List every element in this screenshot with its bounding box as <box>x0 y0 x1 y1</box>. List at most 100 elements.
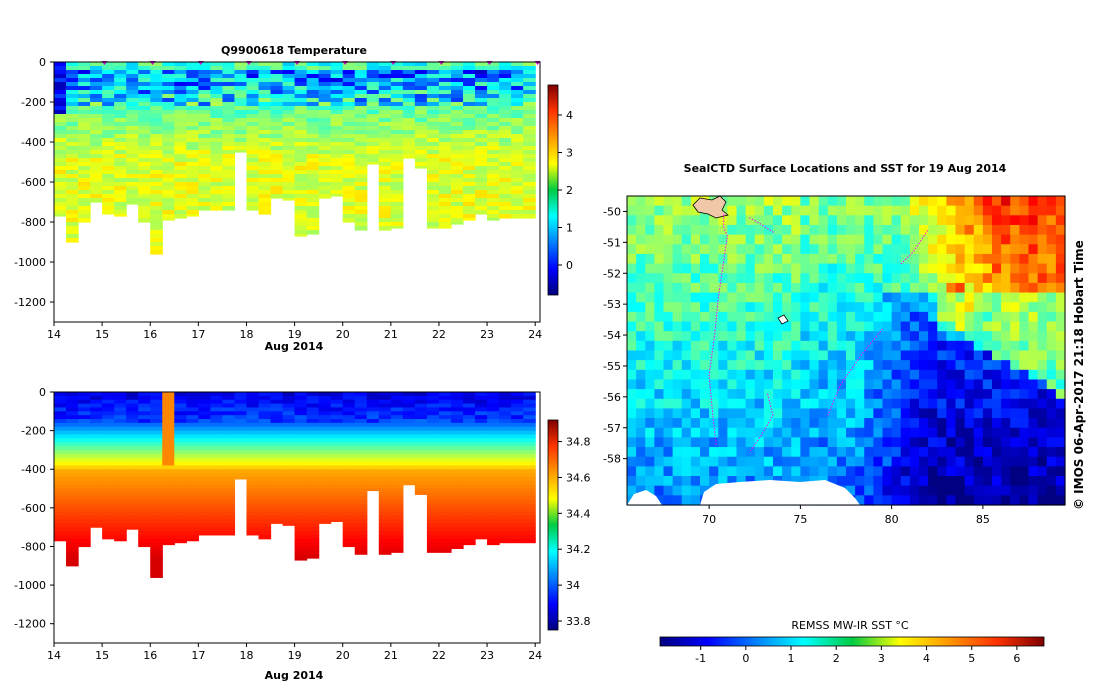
colorbar-tick-label: 0 <box>742 652 749 665</box>
temperature-cell <box>222 94 236 99</box>
temperature-cell <box>414 74 428 79</box>
salinity-cell <box>463 438 476 443</box>
salinity-cell <box>162 492 175 497</box>
temperature-cell <box>366 66 380 71</box>
temperature-cell <box>282 170 296 175</box>
salinity-cell <box>450 449 464 455</box>
sst-cell <box>754 196 765 207</box>
sst-cell <box>709 398 719 410</box>
sst-cell <box>1001 389 1011 400</box>
temperature-cell <box>523 182 536 187</box>
salinity-cell <box>270 465 284 470</box>
temperature-cell <box>222 86 236 91</box>
temperature-cell <box>234 74 248 79</box>
temperature-cell <box>511 214 524 219</box>
salinity-cell <box>390 492 404 497</box>
temperature-cell <box>499 210 512 215</box>
temperature-cell <box>174 90 187 95</box>
salinity-cell <box>66 395 79 401</box>
salinity-cell <box>66 534 79 540</box>
salinity-cell <box>114 457 127 463</box>
salinity-cell <box>222 523 236 528</box>
sst-cell <box>846 273 856 284</box>
salinity-cell <box>210 457 224 463</box>
salinity-cell <box>414 411 428 416</box>
salinity-cell <box>306 554 320 559</box>
sst-cell <box>736 234 747 245</box>
temperature-cell <box>222 134 236 139</box>
sst-cell <box>818 340 829 352</box>
sst-cell <box>745 408 756 419</box>
sst-cell <box>763 273 774 284</box>
temperature-cell <box>438 150 452 155</box>
temperature-cell <box>282 102 296 107</box>
salinity-cell <box>330 407 344 412</box>
salinity-cell <box>246 515 260 521</box>
sst-cell <box>937 205 947 216</box>
sst-cell <box>700 350 710 361</box>
salinity-cell <box>54 415 67 420</box>
sst-cell <box>690 350 701 361</box>
temperature-cell <box>318 142 332 147</box>
sst-cell <box>718 350 728 361</box>
sst-cell <box>800 282 811 294</box>
temperature-cell <box>499 190 512 195</box>
salinity-cell <box>426 519 440 524</box>
temperature-cell <box>487 78 500 83</box>
temperature-cell <box>390 134 404 139</box>
salinity-cell <box>414 403 428 409</box>
temperature-cell <box>258 114 272 119</box>
salinity-cell <box>438 446 452 451</box>
sst-cell <box>937 311 947 323</box>
temperature-cell <box>306 226 320 231</box>
salinity-cell <box>90 395 103 401</box>
salinity-cell <box>294 399 308 405</box>
temperature-cell <box>378 78 392 83</box>
temperature-cell <box>475 198 488 203</box>
sst-cell <box>909 205 920 216</box>
sst-cell <box>909 215 920 226</box>
salinity-cell <box>523 446 536 451</box>
temperature-cell <box>246 106 260 111</box>
temperature-cell <box>306 194 320 199</box>
temperature-cell <box>511 158 524 163</box>
salinity-cell <box>138 411 151 416</box>
sst-cell <box>928 360 938 371</box>
sst-cell <box>690 418 701 429</box>
temperature-cell <box>174 158 187 163</box>
salinity-cell <box>330 395 344 401</box>
temperature-cell <box>150 218 163 223</box>
sst-cell <box>827 379 838 390</box>
temperature-cell <box>270 146 284 151</box>
sst-cell <box>782 456 792 467</box>
sst-cell <box>727 340 738 352</box>
temperature-cell <box>174 198 187 203</box>
sst-cell <box>736 369 747 381</box>
sst-cell <box>681 418 692 429</box>
sst-cell <box>891 437 902 448</box>
temperature-cell <box>174 174 187 179</box>
sst-cell <box>645 196 655 207</box>
salinity-cell <box>198 503 211 509</box>
salinity-cell <box>306 500 320 505</box>
salinity-cell <box>66 519 79 524</box>
salinity-cell <box>366 403 380 409</box>
sst-cell <box>1055 311 1066 323</box>
temperature-cell <box>66 74 79 79</box>
sst-cell <box>1055 350 1066 361</box>
salinity-cell <box>174 507 187 513</box>
salinity-cell <box>222 527 236 532</box>
sst-cell <box>973 476 984 487</box>
salinity-cell <box>390 426 404 432</box>
salinity-cell <box>210 446 224 451</box>
sst-cell <box>1028 408 1039 419</box>
salinity-cell <box>102 527 115 532</box>
sst-cell <box>636 282 646 294</box>
temperature-cell <box>294 126 308 131</box>
temperature-cell <box>282 62 296 67</box>
temperature-cell <box>222 138 236 143</box>
salinity-cell <box>174 503 187 509</box>
salinity-cell <box>186 527 199 532</box>
sst-cell <box>1010 234 1020 245</box>
temperature-cell <box>258 154 272 159</box>
